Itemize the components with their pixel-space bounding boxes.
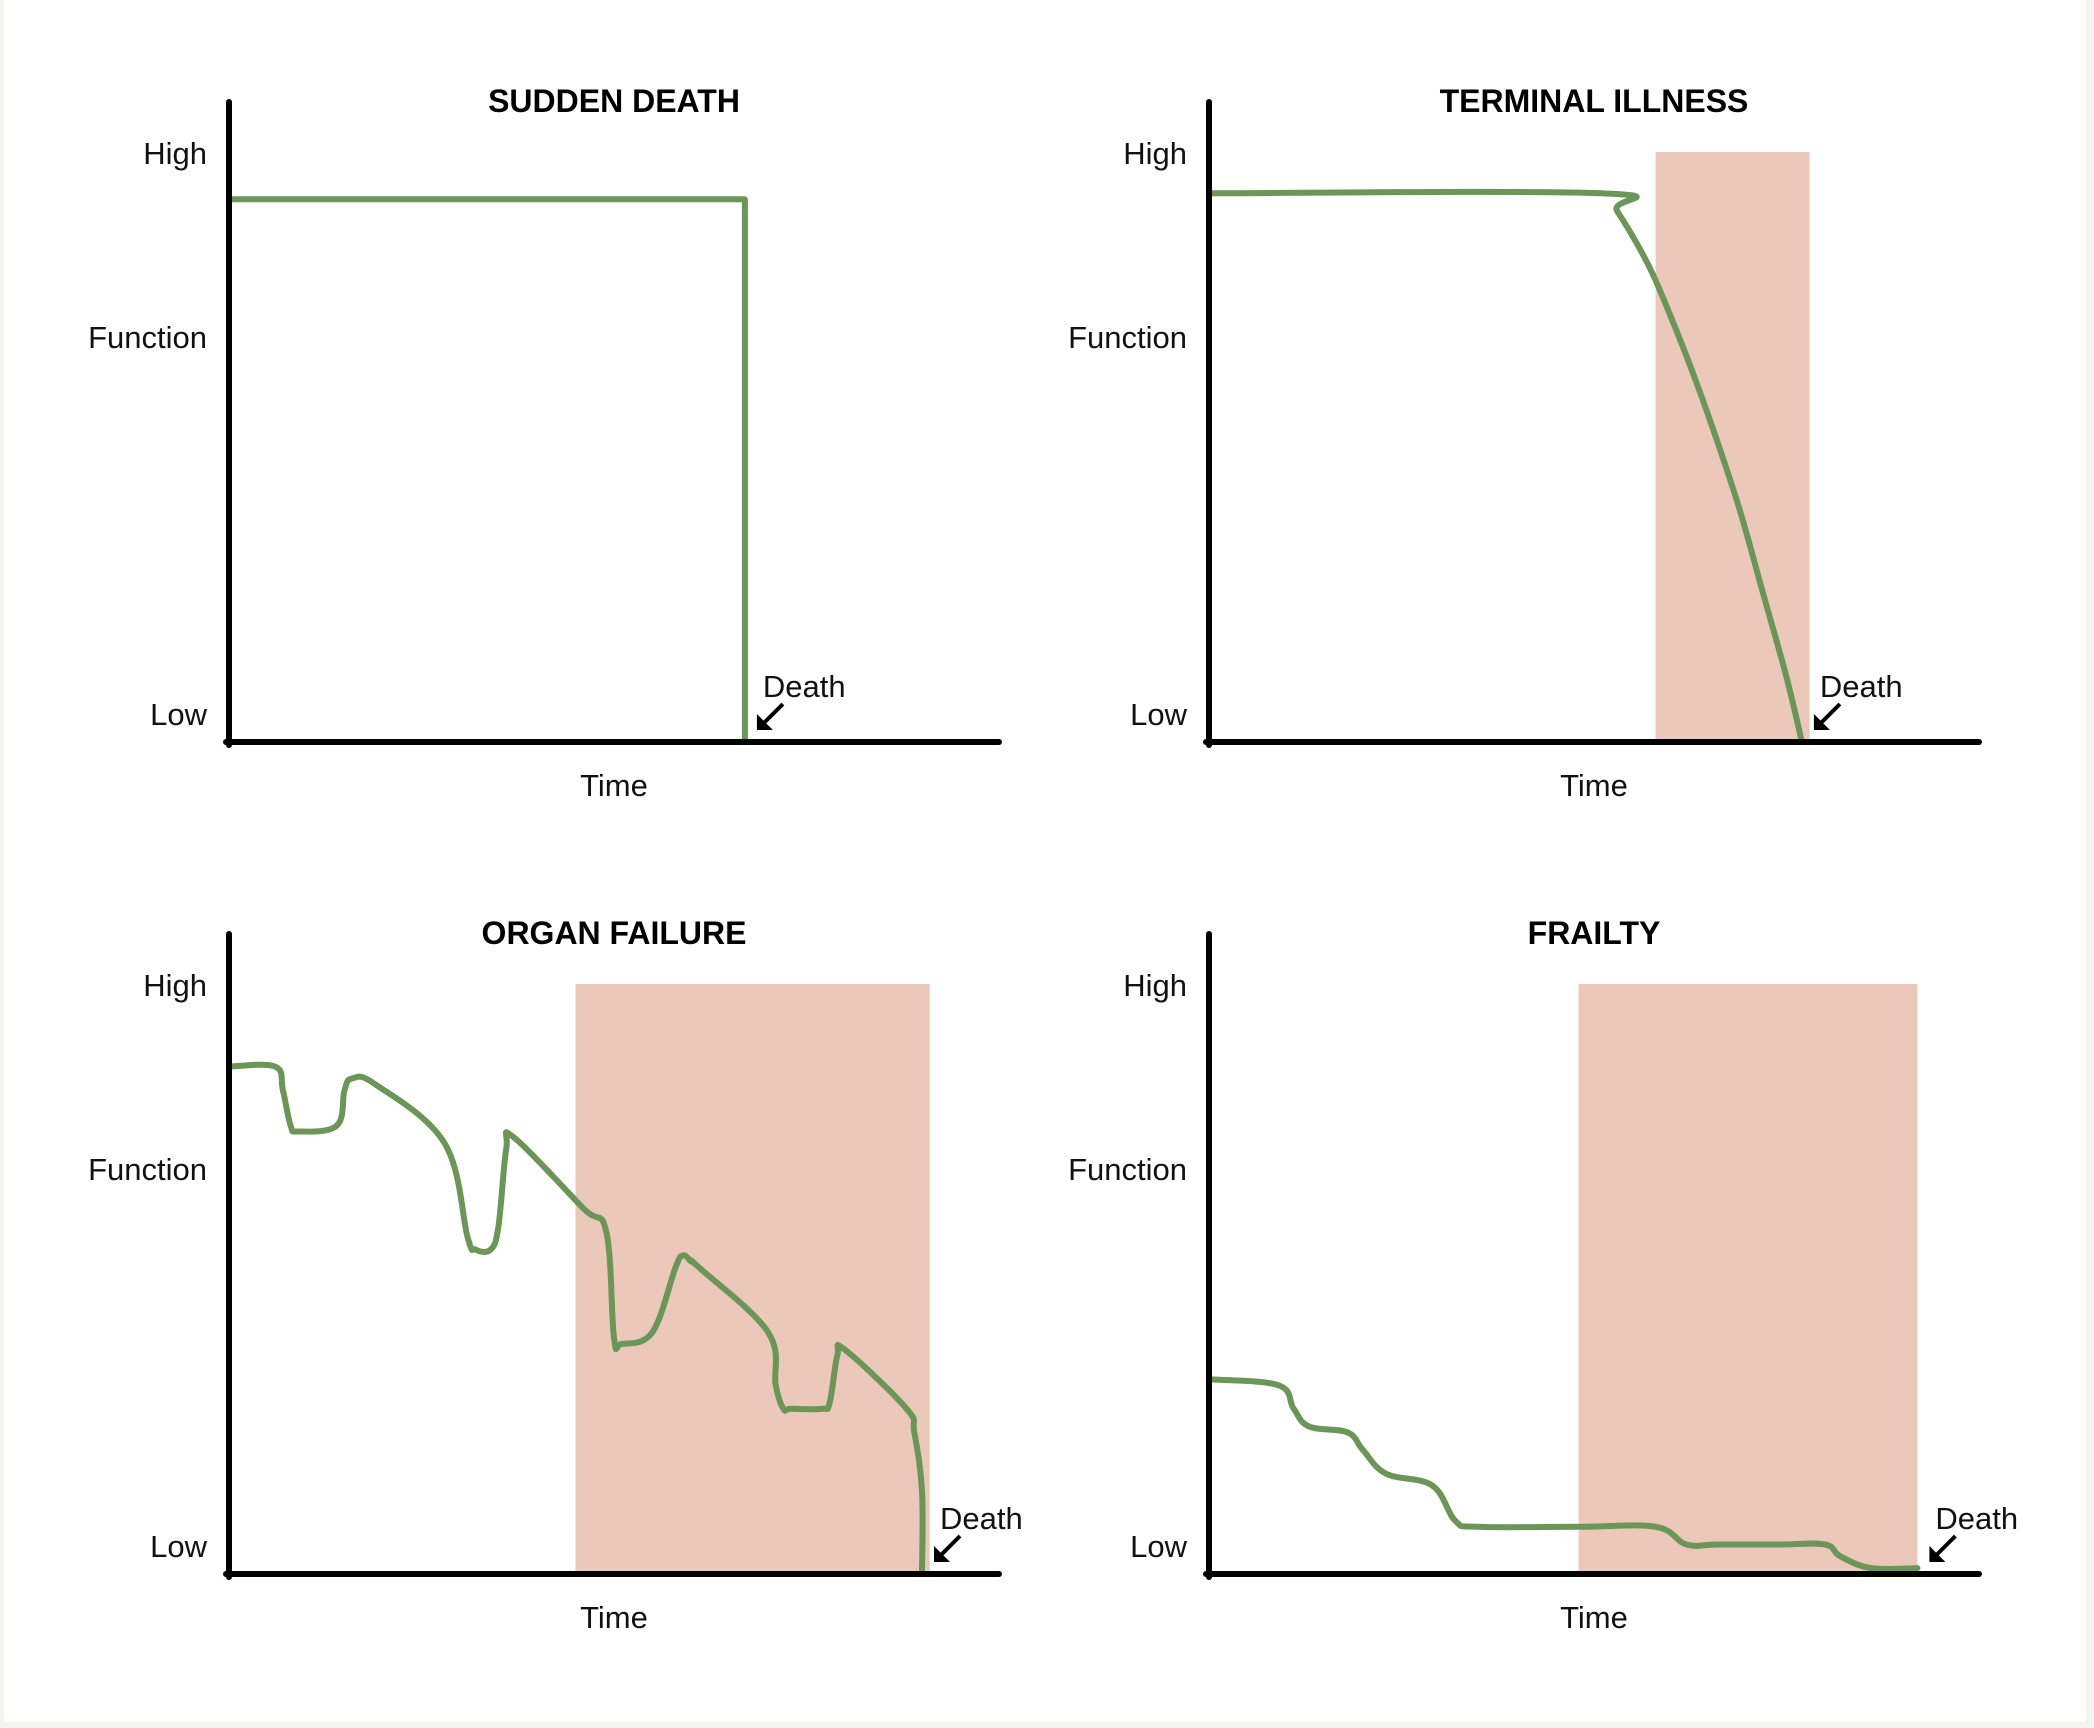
y-tick-high: High — [1123, 968, 1187, 1003]
y-tick-low: Low — [1130, 1529, 1187, 1564]
chart-title: FRAILTY — [1528, 915, 1661, 951]
death-arrowhead-icon — [934, 1546, 950, 1562]
y-tick-high: High — [143, 136, 207, 171]
y-axis-label: Function — [88, 1152, 207, 1187]
chart-title: TERMINAL ILLNESS — [1440, 83, 1749, 119]
death-label: Death — [1935, 1501, 2018, 1536]
y-axis-label: Function — [1068, 320, 1187, 355]
panel-frailty: FRAILTY High Function Low Time Death — [1068, 915, 2018, 1635]
x-axis-label: Time — [1560, 768, 1628, 803]
function-line — [1206, 1376, 1921, 1573]
panel-terminal-illness: TERMINAL ILLNESS High Function Low Time Death — [1068, 83, 1982, 803]
death-label: Death — [763, 669, 846, 704]
y-axis-label: Function — [1068, 1152, 1187, 1187]
chart-title: ORGAN FAILURE — [482, 915, 747, 951]
figure-frame: SUDDEN DEATH High Function Low Time Death TERM… — [4, 0, 2086, 1722]
shaded-period — [1578, 984, 1918, 1574]
panel-organ-failure: ORGAN FAILURE High Function Low Time Death — [88, 915, 1023, 1635]
y-tick-high: High — [143, 968, 207, 1003]
function-line — [226, 196, 748, 745]
panel-sudden-death: SUDDEN DEATH High Function Low Time Death — [88, 83, 1002, 803]
x-axis-label: Time — [1560, 1600, 1628, 1635]
death-label: Death — [1820, 669, 1903, 704]
x-axis-label: Time — [580, 768, 648, 803]
death-annotation: Death — [934, 1501, 1023, 1562]
function-line — [1206, 188, 1805, 745]
shaded-period — [1655, 152, 1810, 742]
shaded-period — [575, 984, 930, 1574]
function-line — [226, 1061, 926, 1577]
death-annotation: Death — [1929, 1501, 2018, 1562]
death-label: Death — [940, 1501, 1023, 1536]
death-annotation: Death — [1813, 669, 1903, 730]
death-arrowhead-icon — [756, 714, 773, 730]
y-axis-label: Function — [88, 320, 207, 355]
y-tick-high: High — [1123, 136, 1187, 171]
death-arrowhead-icon — [1813, 714, 1830, 730]
trajectories-figure: SUDDEN DEATHHighFunctionLowTimeDeathTERM… — [88, 83, 2018, 1635]
x-axis-label: Time — [580, 1600, 648, 1635]
death-annotation: Death — [756, 669, 846, 730]
y-tick-low: Low — [150, 697, 207, 732]
y-tick-low: Low — [1130, 697, 1187, 732]
death-arrowhead-icon — [1929, 1546, 1946, 1562]
chart-title: SUDDEN DEATH — [488, 83, 740, 119]
y-tick-low: Low — [150, 1529, 207, 1564]
